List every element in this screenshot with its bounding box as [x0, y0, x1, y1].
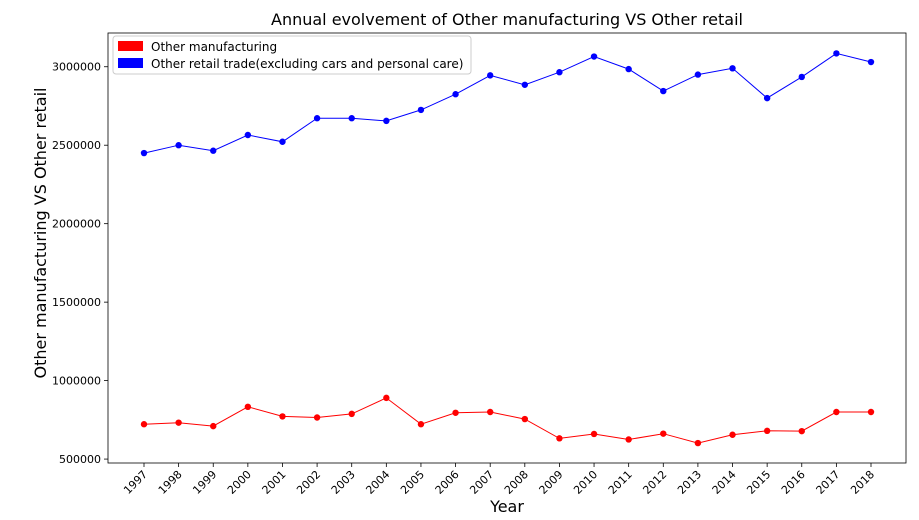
- data-point: [660, 87, 667, 95]
- x-axis: 1997 1998 1999 2000 2001 2002 2003 2004 2005 2006…: [121, 463, 877, 497]
- data-point: [313, 414, 321, 421]
- legend-box: [112, 35, 472, 75]
- chart-title: Annual evolvement of Other manufacturing…: [271, 10, 743, 29]
- x-tick-label: 2003: [329, 468, 358, 497]
- data-point: [486, 72, 494, 79]
- y-tick-label: 3000000: [52, 61, 101, 74]
- x-tick-label: 2000: [225, 468, 254, 497]
- x-tick-label: 1997: [121, 468, 150, 497]
- x-tick-label: 2004: [363, 468, 392, 497]
- data-point: [590, 430, 598, 438]
- data-point: [625, 65, 632, 73]
- data-point: [798, 73, 805, 81]
- data-point: [313, 115, 321, 122]
- x-tick-label: 2005: [398, 468, 427, 497]
- x-tick-label: 2015: [744, 468, 773, 497]
- x-tick-label: 2009: [537, 468, 566, 497]
- data-point: [279, 413, 286, 420]
- y-axis: 500000 1000000 1500000 2000000 2500000 300000…: [52, 61, 108, 466]
- legend-swatch: [118, 58, 143, 68]
- y-axis-label: Other manufacturing VS Other retail: [31, 88, 50, 379]
- data-point: [383, 117, 390, 125]
- data-point: [763, 94, 771, 102]
- x-tick-label: 1998: [156, 468, 185, 497]
- y-tick-label: 1000000: [52, 375, 101, 388]
- y-tick-label: 2500000: [52, 139, 101, 152]
- data-point: [729, 65, 736, 72]
- data-point: [348, 410, 355, 418]
- legend-label: Other manufacturing: [151, 40, 277, 54]
- x-tick-label: 2001: [260, 468, 289, 497]
- plot-area: [107, 32, 907, 464]
- data-point: [210, 422, 217, 430]
- x-tick-label: 2002: [294, 468, 323, 497]
- x-tick-label: 2018: [848, 468, 877, 497]
- series-layer: [140, 50, 875, 447]
- data-point: [383, 394, 390, 402]
- data-point: [660, 430, 667, 437]
- data-point: [417, 421, 425, 428]
- x-tick-label: 1999: [190, 468, 219, 497]
- x-tick-label: 2007: [467, 468, 496, 497]
- plot-frame: [107, 32, 907, 464]
- data-point: [833, 50, 840, 57]
- data-point: [867, 58, 875, 66]
- series-line: [143, 52, 872, 154]
- y-tick-label: 500000: [59, 453, 101, 466]
- data-point: [140, 421, 148, 428]
- data-point: [729, 431, 736, 438]
- data-point: [244, 131, 252, 139]
- data-point: [867, 408, 875, 416]
- data-point: [175, 142, 182, 149]
- data-point: [590, 53, 598, 60]
- x-tick-label: 2016: [779, 468, 808, 497]
- series-1: [140, 394, 875, 447]
- data-point: [556, 69, 563, 76]
- data-point: [452, 91, 459, 98]
- x-tick-label: 2014: [710, 468, 739, 497]
- data-point: [244, 403, 252, 411]
- data-point: [210, 147, 217, 154]
- legend-label: Other retail trade(excluding cars and pe…: [151, 57, 463, 71]
- data-point: [798, 427, 805, 435]
- series-line: [143, 397, 871, 444]
- data-point: [694, 71, 702, 78]
- data-point: [417, 106, 425, 114]
- legend-swatch: [118, 41, 143, 51]
- x-axis-label: Year: [489, 497, 524, 516]
- data-point: [175, 419, 182, 426]
- data-point: [279, 138, 286, 145]
- data-point: [833, 408, 840, 416]
- x-tick-label: 2011: [606, 468, 635, 497]
- data-point: [763, 427, 771, 435]
- x-tick-label: 2008: [502, 468, 531, 497]
- x-tick-label: 2012: [640, 468, 669, 497]
- series-2: [140, 50, 875, 157]
- data-point: [486, 408, 494, 416]
- x-tick-label: 2010: [571, 468, 600, 497]
- x-tick-label: 2006: [433, 468, 462, 497]
- data-point: [521, 81, 529, 88]
- y-tick-label: 2000000: [52, 218, 101, 231]
- data-point: [556, 435, 563, 442]
- data-point: [348, 115, 355, 122]
- data-point: [625, 436, 632, 443]
- data-point: [140, 149, 148, 157]
- data-point: [521, 415, 529, 423]
- x-tick-label: 2017: [814, 468, 843, 497]
- x-tick-label: 2013: [675, 468, 704, 497]
- legend: Other manufacturing Other retail trade(ex…: [112, 35, 472, 75]
- data-point: [452, 409, 459, 416]
- data-point: [694, 439, 702, 447]
- y-tick-label: 1500000: [52, 296, 101, 309]
